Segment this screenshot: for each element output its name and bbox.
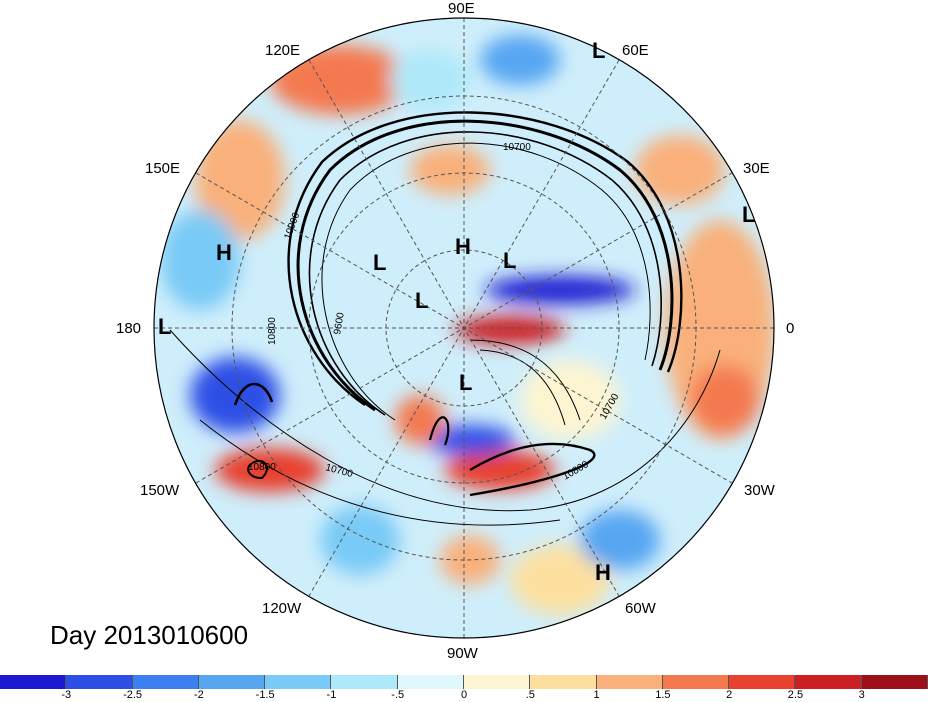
graticule	[154, 18, 774, 638]
label-180: 180	[116, 320, 142, 337]
colorbar-swatch	[596, 675, 663, 689]
pressure-center-low: L	[158, 314, 172, 339]
colorbar-swatch	[463, 675, 531, 689]
colorbar-tick-label: 2	[726, 689, 733, 701]
colorbar-swatch	[861, 675, 928, 689]
colorbar-tick-label: -1	[326, 689, 337, 701]
pressure-center-low: L	[459, 370, 473, 395]
pressure-center-low: L	[592, 38, 606, 63]
pressure-center-low: L	[415, 288, 429, 313]
contour-label: 9600	[332, 311, 347, 335]
pressure-center-low: L	[373, 250, 387, 275]
colorbar-swatch	[0, 675, 67, 689]
colorbar-tick-label: 3	[858, 689, 865, 701]
colorbar-tick-label: .5	[525, 689, 535, 701]
colorbar-tick-label: -3	[61, 689, 72, 701]
label-90w: 90W	[447, 645, 478, 662]
pressure-center-low: L	[742, 202, 756, 227]
colorbar-tick-label: 1.5	[655, 689, 671, 701]
day-label: Day 2013010600	[50, 620, 249, 650]
pressure-center-low: L	[503, 248, 517, 273]
colorbar-swatch	[198, 675, 266, 689]
colorbar-swatch	[331, 675, 398, 689]
contour-label: 10800	[248, 462, 276, 473]
colorbar-tick-label: 2.5	[787, 689, 804, 701]
colorbar-swatch	[132, 675, 199, 689]
contour-label: 10700	[503, 142, 531, 153]
contour-label: 10800	[267, 317, 278, 345]
pressure-center-high: H	[216, 240, 232, 265]
colorbar-tick-label: -.5	[391, 689, 405, 701]
colorbar-tick-label: -2.5	[123, 689, 143, 701]
label-60e: 60E	[622, 42, 649, 59]
pressure-center-high: H	[455, 234, 471, 259]
colorbar-swatch	[795, 675, 862, 689]
label-0: 0	[786, 320, 795, 337]
colorbar-swatch	[265, 675, 332, 689]
label-150e: 150E	[145, 160, 181, 177]
colorbar-swatch	[729, 675, 796, 689]
label-30e: 30E	[743, 160, 770, 177]
label-30w: 30W	[744, 482, 775, 499]
map-boundary	[153, 17, 775, 639]
label-90e: 90E	[448, 0, 475, 17]
label-60w: 60W	[625, 600, 656, 617]
colorbar-tick-label: -1.5	[255, 689, 275, 701]
label-120w: 120W	[262, 600, 302, 617]
label-120e: 120E	[265, 42, 301, 59]
colorbar-tick-label: 0	[460, 689, 468, 701]
polar-map: 10900 9600 10800 10700 10700 10800 10700…	[153, 17, 775, 639]
colorbar-swatch	[662, 675, 730, 689]
pressure-center-high: H	[595, 560, 611, 585]
colorbar-tick-label: -2	[193, 689, 204, 701]
colorbar-tick-label: 1	[593, 689, 600, 701]
label-150w: 150W	[140, 482, 180, 499]
height-contours	[169, 111, 721, 526]
colorbar-swatch	[530, 675, 597, 689]
colorbar-swatch	[66, 675, 133, 689]
colorbar	[0, 675, 928, 689]
colorbar-swatch	[397, 675, 464, 689]
